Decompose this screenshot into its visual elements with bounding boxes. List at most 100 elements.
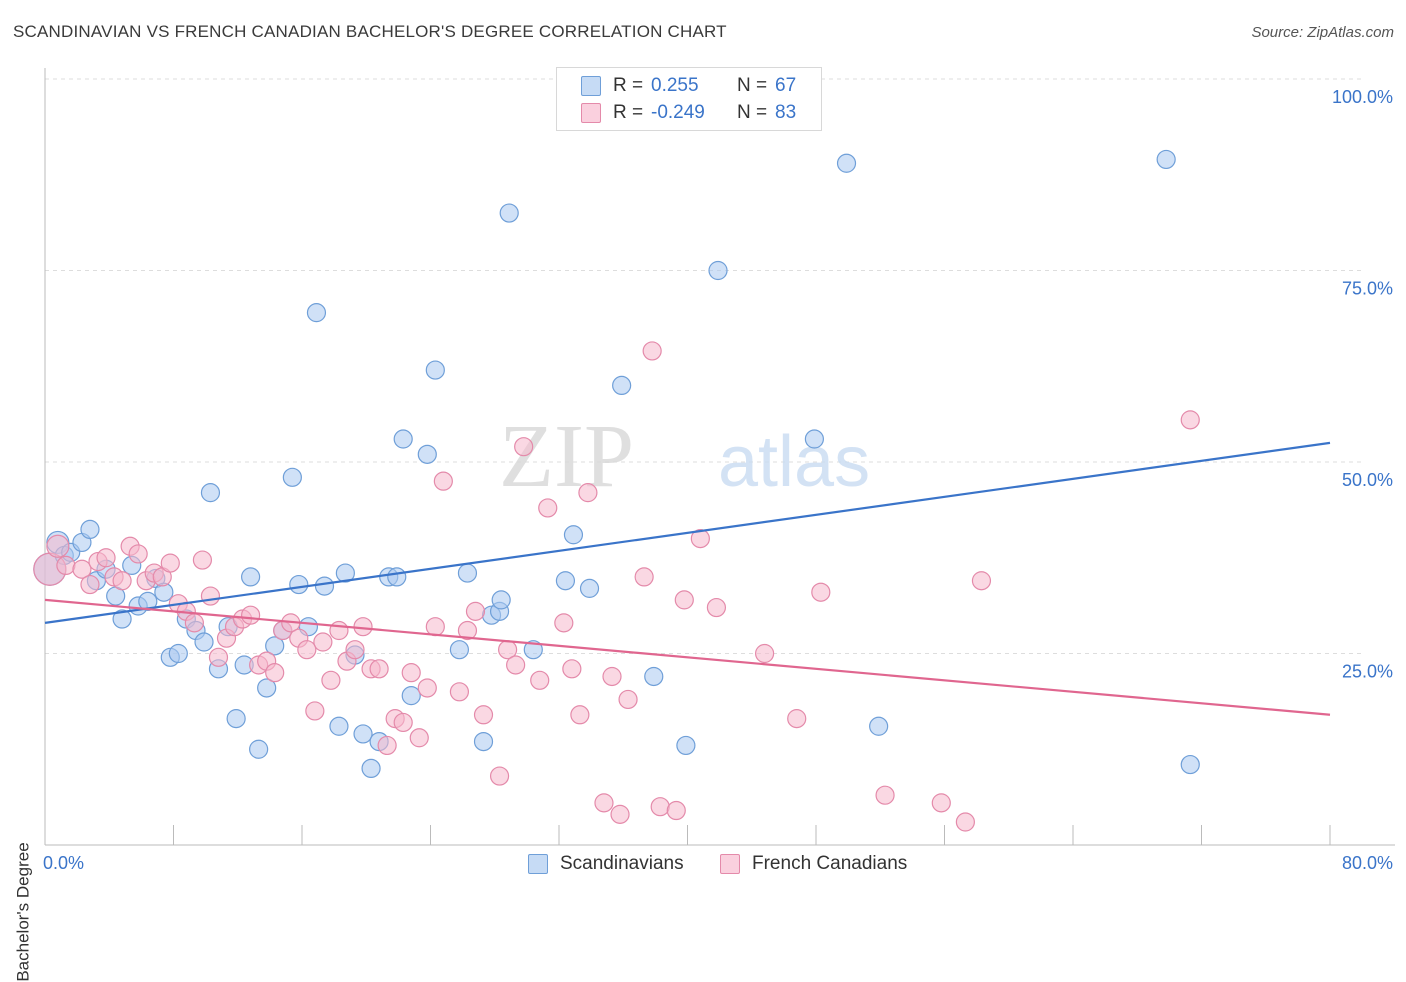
bottom-legend-french-canadians: French Canadians (720, 852, 907, 876)
scatter-chart: ZIP atlas 25.0% 50.0% 75.0% 100.0% 0.0% 80.0% (33, 68, 1395, 873)
data-point (955, 812, 975, 832)
data-point (506, 655, 526, 675)
data-point (208, 647, 229, 667)
y-axis-label: Bachelor's Degree (13, 842, 33, 982)
data-point (690, 528, 710, 549)
legend-r-label: R = (613, 102, 644, 123)
data-point (618, 689, 638, 710)
watermark: ZIP atlas (499, 407, 870, 506)
data-point (314, 576, 335, 596)
legend-n-label: N = (737, 75, 768, 96)
data-point (425, 617, 445, 637)
data-point (313, 632, 333, 652)
y-tick-label: 75.0% (1342, 279, 1393, 299)
data-point (594, 793, 614, 813)
data-point (345, 640, 365, 660)
data-point (578, 483, 598, 503)
data-point (676, 735, 696, 756)
data-point (257, 678, 277, 698)
data-point (754, 643, 775, 664)
bottom-legend-scandinavians: Scandinavians (528, 852, 684, 876)
data-point (160, 553, 180, 573)
data-point (465, 601, 486, 621)
data-point (192, 550, 213, 570)
watermark-zip: ZIP (499, 407, 634, 506)
data-point (555, 571, 576, 591)
data-point (708, 260, 728, 281)
data-point (674, 590, 694, 610)
data-point (869, 716, 889, 736)
watermark-atlas: atlas (718, 422, 870, 502)
data-point (282, 467, 302, 487)
data-point (369, 659, 389, 679)
data-point (329, 620, 349, 641)
data-point (523, 640, 543, 660)
data-point (226, 709, 246, 729)
legend-swatch-blue (581, 76, 601, 96)
data-point (128, 544, 148, 564)
data-point (265, 663, 285, 683)
trend-lines (44, 441, 1331, 716)
x-tick-label-min: 0.0% (43, 853, 84, 873)
data-point (335, 563, 355, 583)
data-point (425, 360, 445, 380)
data-point (297, 640, 317, 660)
legend-swatch-pink (581, 103, 601, 123)
data-point (971, 571, 992, 591)
data-point (1180, 410, 1200, 430)
source-credit: Source: ZipAtlas.com (1251, 24, 1394, 41)
legend-r-label: R = (613, 75, 644, 96)
data-point (433, 471, 453, 491)
data-point (538, 498, 558, 518)
data-point (241, 567, 261, 587)
data-point (706, 597, 727, 618)
data-point (449, 682, 470, 702)
data-point (836, 153, 857, 173)
data-point (530, 670, 550, 690)
data-point (289, 574, 309, 595)
data-point (353, 724, 373, 744)
data-point (184, 613, 204, 633)
data-point (634, 567, 654, 587)
y-tick-label: 25.0% (1342, 662, 1393, 682)
legend-r-value: 0.255 (651, 75, 699, 96)
data-point (138, 591, 158, 612)
data-point (80, 574, 100, 595)
trend-line-french-canadians (44, 598, 1331, 716)
data-point (112, 571, 132, 591)
data-point (473, 731, 494, 752)
data-point (570, 705, 590, 725)
legend-row-scandinavians: R = 0.255 N = 67 (581, 74, 796, 98)
data-point (666, 800, 686, 821)
legend-r-value: -0.249 (651, 102, 705, 123)
data-point (200, 586, 221, 606)
data-point (931, 793, 951, 813)
trend-line-scandinavians (44, 441, 1331, 624)
data-point (499, 203, 519, 223)
data-point (377, 735, 397, 756)
legend-n-label: N = (737, 102, 768, 123)
data-point (457, 563, 478, 583)
tick-labels: 25.0% 50.0% 75.0% 100.0% 0.0% 80.0% (43, 87, 1393, 873)
data-point (489, 766, 510, 786)
data-point (241, 605, 261, 625)
data-point (112, 609, 132, 629)
data-point (473, 705, 494, 725)
data-point (610, 804, 630, 824)
data-point (642, 341, 662, 361)
data-point (72, 559, 92, 579)
data-point (602, 666, 622, 687)
data-point (361, 758, 381, 779)
data-point (457, 620, 478, 641)
data-point (393, 712, 413, 733)
legend-row-french-canadians: R = -0.249 N = 83 (581, 101, 796, 125)
data-point (562, 659, 582, 679)
data-point (249, 739, 269, 759)
data-point (644, 666, 664, 687)
data-point (46, 534, 70, 558)
data-point (514, 437, 534, 457)
legend-n-value: 83 (775, 102, 797, 123)
data-point (417, 444, 437, 464)
data-point (200, 483, 221, 503)
data-point (80, 519, 100, 540)
